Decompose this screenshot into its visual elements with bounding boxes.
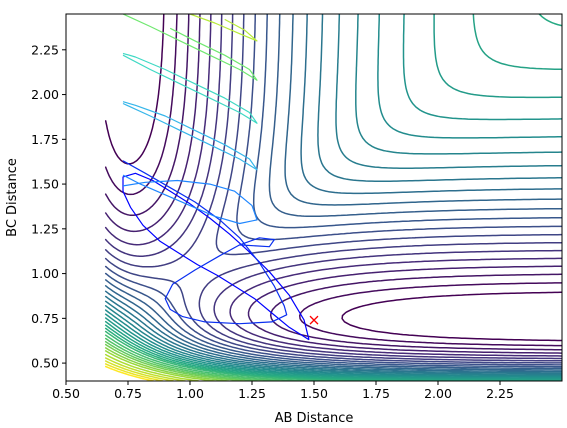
- trajectory-line: [122, 101, 258, 171]
- saddle-point-marker: [309, 315, 319, 325]
- contour-level-line: [104, 360, 175, 381]
- trajectory-line: [122, 14, 258, 81]
- x-tick-label: 2.25: [486, 386, 514, 401]
- contour-level-line: [104, 14, 562, 378]
- contour-level-line: [104, 14, 562, 347]
- contour-level-line: [104, 14, 562, 364]
- contour-level-line: [104, 14, 562, 374]
- contour-level-line: [104, 14, 562, 362]
- contour-level-line: [104, 337, 283, 381]
- contour-lines: [104, 14, 562, 381]
- contour-level-line: [104, 14, 562, 357]
- contour-level-line: [104, 334, 309, 381]
- x-tick-label: 2.00: [424, 386, 452, 401]
- y-tick-label: 1.50: [31, 177, 59, 192]
- trajectory-line: [189, 14, 258, 42]
- x-tick-label: 0.75: [114, 386, 142, 401]
- contour-level-line: [104, 14, 562, 354]
- contour-level-line: [104, 14, 562, 370]
- contour-level-line: [104, 14, 562, 368]
- x-axis-label: AB Distance: [275, 411, 354, 426]
- contour-level-line: [104, 14, 562, 377]
- x-tick-label: 1.50: [300, 386, 328, 401]
- y-tick-label: 0.50: [31, 356, 59, 371]
- x-axis-ticks: 0.50 0.75 1.00 1.25 1.50 1.75 2.00 2.25: [52, 381, 514, 401]
- y-tick-label: 0.75: [31, 311, 59, 326]
- contour-level-line: [104, 14, 562, 366]
- markers: [309, 315, 319, 325]
- x-tick-label: 0.50: [52, 386, 80, 401]
- contour-level-line: [104, 350, 216, 381]
- x-tick-label: 1.00: [176, 386, 204, 401]
- contour-level-line: [104, 353, 200, 381]
- trajectory-line: [122, 174, 258, 225]
- contour-level-line: [104, 340, 263, 381]
- contour-level-line: [104, 343, 246, 381]
- contour-level-line: [104, 14, 562, 381]
- x-tick-label: 1.25: [238, 386, 266, 401]
- y-tick-label: 1.75: [31, 132, 59, 147]
- contour-level-line: [104, 14, 562, 371]
- contour-level-line: [104, 14, 562, 360]
- contour-level-line: [104, 14, 562, 381]
- contour-level-line: [104, 14, 562, 376]
- trajectory-line: [122, 52, 258, 124]
- contour-level-line: [104, 14, 562, 373]
- contour-level-line: [104, 14, 562, 379]
- y-tick-label: 1.25: [31, 221, 59, 236]
- contour-level-line: [104, 14, 562, 380]
- y-axis-ticks: 0.50 0.75 1.00 1.25 1.50 1.75 2.00 2.25: [31, 42, 66, 371]
- y-axis-label: BC Distance: [5, 158, 20, 237]
- y-tick-label: 2.00: [31, 87, 59, 102]
- contour-level-line: [104, 357, 186, 381]
- x-tick-label: 1.75: [362, 386, 390, 401]
- trajectory-line: [122, 172, 310, 341]
- y-tick-label: 1.00: [31, 266, 59, 281]
- y-tick-label: 2.25: [31, 42, 59, 57]
- trajectory-lines: [122, 14, 310, 341]
- contour-level-line: [104, 347, 230, 381]
